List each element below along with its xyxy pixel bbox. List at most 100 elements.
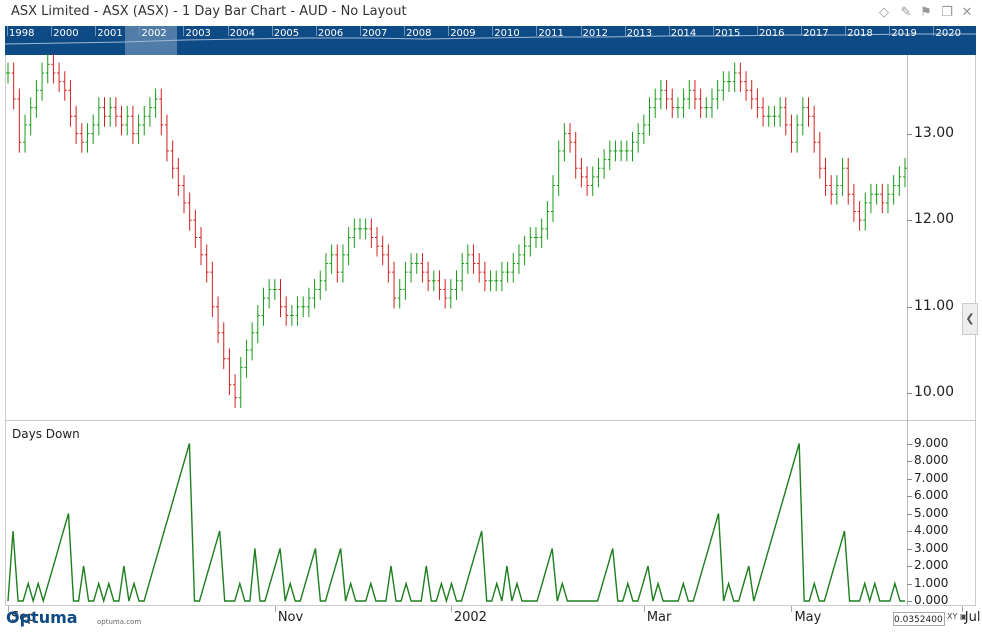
ohlc-bar <box>431 270 436 292</box>
ohlc-bar <box>511 253 516 283</box>
ohlc-bar <box>806 97 811 127</box>
ohlc-bar <box>136 114 141 144</box>
ohlc-bar <box>738 62 743 93</box>
chevron-left-icon: ❮ <box>965 312 975 325</box>
time-axis-tick <box>8 606 9 612</box>
ohlc-bar <box>278 279 283 318</box>
ohlc-bar <box>130 105 135 144</box>
ohlc-bar <box>590 166 595 196</box>
ohlc-bar <box>607 140 612 170</box>
ohlc-bar <box>85 123 90 153</box>
crosshair-value-field[interactable]: 0.0352400 <box>893 612 945 626</box>
ohlc-bar <box>216 296 221 344</box>
optuma-logo: Optuma <box>6 608 78 627</box>
flag-icon[interactable]: ⚑ <box>920 5 932 20</box>
ohlc-bar <box>528 227 533 257</box>
ohlc-bar <box>573 131 578 179</box>
ohlc-bar <box>267 279 272 309</box>
indicator-axis-tick <box>907 531 912 532</box>
price-axis-tick <box>907 306 912 308</box>
ohlc-bar <box>420 253 425 283</box>
ohlc-bar <box>800 97 805 136</box>
collapse-side-panel-button[interactable]: ❮ <box>962 303 978 335</box>
ohlc-bar <box>57 62 62 93</box>
time-axis-label: 2002 <box>453 610 487 625</box>
indicator-axis-label: 7.000 <box>914 470 949 485</box>
navigator-year-label: 2014 <box>670 28 697 39</box>
close-icon[interactable]: ✕ <box>961 5 973 20</box>
xy-toggle-button[interactable]: XY ▣ <box>947 612 968 621</box>
ohlc-bar <box>465 244 470 274</box>
ohlc-bar <box>448 279 453 309</box>
ohlc-bar <box>823 157 828 196</box>
navigator-year-label: 2004 <box>229 28 256 39</box>
ohlc-bar <box>602 149 607 179</box>
ohlc-bar <box>562 123 567 162</box>
ohlc-bar <box>312 279 317 309</box>
price-axis-tick <box>907 220 912 222</box>
ohlc-bar <box>709 88 714 119</box>
ohlc-bar <box>749 79 754 110</box>
navigator-year-tick <box>315 26 317 36</box>
ohlc-bar <box>204 244 209 283</box>
ohlc-bar <box>51 53 56 84</box>
ohlc-bar <box>499 261 504 292</box>
price-axis <box>907 55 908 420</box>
navigator-year-tick <box>801 26 803 36</box>
ohlc-bar <box>795 114 800 153</box>
panel-separator[interactable] <box>5 420 976 421</box>
ohlc-bar <box>721 71 726 101</box>
navigator-year-label: 2019 <box>891 28 917 39</box>
indicator-axis-label: 8.000 <box>914 453 949 467</box>
navigator-year-tick <box>712 26 714 36</box>
ohlc-bar <box>670 88 675 119</box>
ohlc-bar <box>653 88 658 119</box>
ohlc-bar <box>74 105 79 144</box>
navigator-overview-line <box>5 33 976 45</box>
pin-icon[interactable]: ✎ <box>900 5 912 20</box>
ohlc-bar <box>159 88 164 136</box>
ohlc-bar <box>692 79 697 110</box>
indicator-axis-tick <box>907 478 912 480</box>
ohlc-bar <box>778 97 783 127</box>
ohlc-bar <box>437 270 442 300</box>
time-axis[interactable]: Sep Nov 2002 Mar May Jul <box>5 605 980 636</box>
ohlc-bar <box>585 166 590 196</box>
timeline-navigator[interactable]: 1998 2000 2001 2002 2003 2004 2005 2006 2007 2008… <box>5 26 976 55</box>
time-axis-label: Nov <box>277 610 304 625</box>
navigator-year-tick <box>624 26 626 36</box>
ohlc-bar <box>551 175 556 222</box>
ohlc-bar <box>482 261 487 292</box>
ohlc-bar <box>834 175 839 205</box>
ohlc-bar <box>45 53 50 84</box>
ohlc-bar <box>40 62 45 101</box>
indicator-title: Days Down <box>12 427 80 441</box>
diamond-icon[interactable]: ◇ <box>879 5 889 20</box>
ohlc-bar <box>727 71 732 93</box>
ohlc-bar <box>698 88 703 119</box>
ohlc-bar <box>681 88 686 119</box>
xy-label: XY <box>947 612 958 621</box>
ohlc-bar <box>505 261 510 283</box>
navigator-year-tick <box>448 26 450 36</box>
ohlc-bar <box>817 131 822 179</box>
ohlc-bar <box>119 105 124 136</box>
ohlc-bar <box>868 183 873 214</box>
restore-icon[interactable]: ❐ <box>941 5 953 20</box>
ohlc-bar <box>284 296 289 326</box>
indicator-axis-label: 6.000 <box>914 488 949 502</box>
ohlc-bar <box>863 192 868 231</box>
navigator-year-tick <box>183 26 185 36</box>
ohlc-bar <box>903 157 907 188</box>
navigator-year-tick <box>933 26 935 36</box>
ohlc-bar <box>250 322 255 361</box>
ohlc-bar <box>108 97 113 127</box>
ohlc-bar <box>789 114 794 153</box>
indicator-axis-tick <box>907 601 912 602</box>
price-axis-label: 12.00 <box>914 211 955 228</box>
navigator-year-tick <box>536 26 538 36</box>
time-axis-tick <box>961 606 963 612</box>
navigator-year-label: 2020 <box>935 28 961 39</box>
time-axis-label: May <box>794 610 822 625</box>
